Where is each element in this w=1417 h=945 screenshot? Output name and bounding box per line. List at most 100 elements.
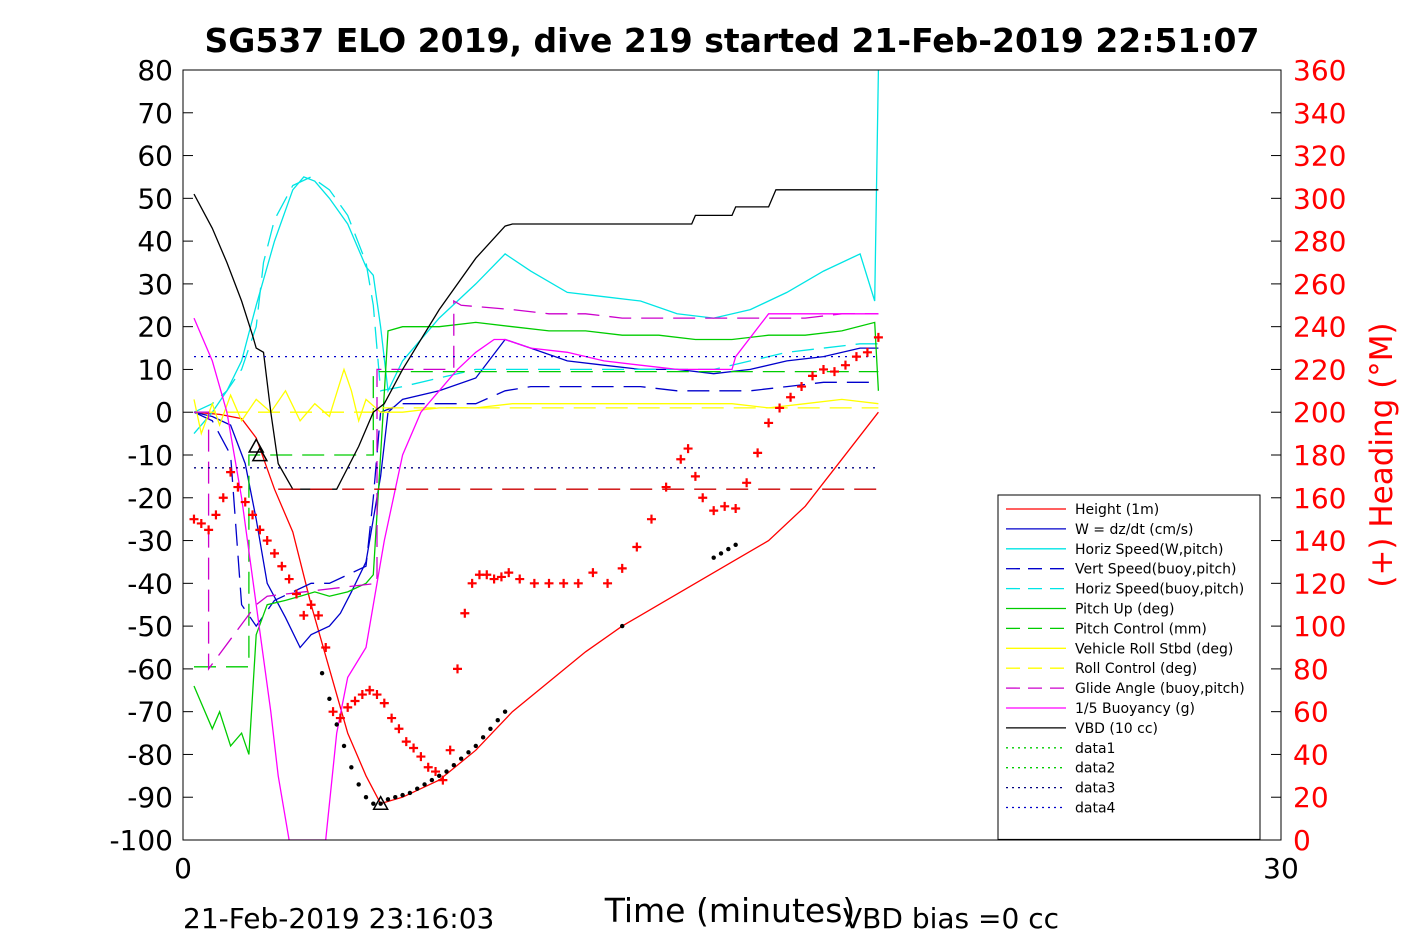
heading-point <box>453 664 462 674</box>
legend-label: Vehicle Roll Stbd (deg) <box>1075 641 1233 657</box>
depth-dot <box>356 782 361 787</box>
heading-point <box>211 510 221 520</box>
series-layer <box>189 70 883 840</box>
legend-box <box>997 494 1261 840</box>
depth-dot <box>444 769 449 774</box>
apogee-marker <box>251 446 269 462</box>
series-line-11 <box>193 189 879 490</box>
heading-point <box>357 690 367 700</box>
heading-point <box>544 578 554 588</box>
heading-point <box>862 347 872 357</box>
heading-point <box>683 444 693 454</box>
legend-label: data4 <box>1075 801 1116 817</box>
heading-point <box>573 578 583 588</box>
depth-dot <box>718 551 724 556</box>
y2-tick-label: 40 <box>1293 738 1329 771</box>
heading-point <box>438 775 448 785</box>
depth-dot <box>415 786 420 791</box>
y-tick-label: -80 <box>127 738 173 771</box>
heading-point <box>372 690 382 700</box>
depth-dot <box>341 743 347 749</box>
y2-tick-label: 240 <box>1293 311 1346 344</box>
legend-label: data1 <box>1075 741 1115 757</box>
y-tick-label: -40 <box>127 567 173 600</box>
heading-point <box>335 713 345 723</box>
legend: Height (1m) W = dz/dt (cm/s) Horiz Speed(W… <box>997 494 1261 840</box>
y2-tick-label: 100 <box>1293 610 1346 643</box>
depth-dot <box>349 765 354 770</box>
series-line-0 <box>193 411 879 805</box>
depth-dot <box>726 546 731 552</box>
heading-point <box>808 371 818 381</box>
heading-point <box>189 514 199 524</box>
y2-tick-label: 180 <box>1293 439 1346 472</box>
series-line-9 <box>194 299 879 671</box>
heading-point <box>196 518 206 528</box>
legend-label: data2 <box>1075 761 1115 777</box>
y-tick-label: 30 <box>137 268 173 301</box>
series-line-7 <box>193 367 879 436</box>
y-tick-label: 80 <box>137 54 173 87</box>
y-tick-label: -20 <box>127 482 173 515</box>
y-tick-label: -70 <box>127 696 173 729</box>
depth-dot <box>480 735 486 740</box>
legend-label: Glide Angle (buoy,pitch) <box>1075 681 1245 697</box>
heading-point <box>482 570 492 580</box>
heading-point <box>365 685 375 695</box>
heading-point <box>753 448 763 458</box>
depth-dot <box>733 542 738 548</box>
depth-dot <box>422 782 427 787</box>
heading-point <box>829 367 839 377</box>
y-tick-label: 60 <box>137 140 173 173</box>
y2-tick-label: 360 <box>1293 54 1346 87</box>
y2-tick-label: 340 <box>1293 97 1346 130</box>
y-tick-label: -100 <box>109 824 173 857</box>
depth-dot <box>429 777 435 783</box>
x-axis-label: Time (minutes) <box>604 891 856 930</box>
axes-layer: -100-90-80-70-60-50-40-30-20-10010203040… <box>109 54 1346 885</box>
heading-point <box>379 698 389 708</box>
x-tick-label: 30 <box>1263 852 1299 885</box>
heading-point <box>248 510 258 520</box>
series-line-4 <box>193 176 879 413</box>
depth-dot <box>385 797 391 802</box>
heading-point <box>489 574 499 584</box>
depth-dot <box>473 743 478 749</box>
heading-point <box>240 497 250 507</box>
y-tick-label: -10 <box>127 439 173 472</box>
legend-label: Vert Speed(buoy,pitch) <box>1075 562 1237 578</box>
y-tick-label: 20 <box>137 311 173 344</box>
y2-tick-label: 200 <box>1293 396 1346 429</box>
y2-tick-label: 0 <box>1293 824 1311 857</box>
heading-point <box>496 572 506 582</box>
heading-point <box>467 578 477 588</box>
y-tick-label: -60 <box>127 653 173 686</box>
heading-point <box>764 418 774 428</box>
series-line-2 <box>193 70 880 435</box>
y2-tick-label: 280 <box>1293 225 1346 258</box>
series-line-10 <box>193 313 879 840</box>
legend-label: Pitch Up (deg) <box>1075 602 1174 618</box>
y-tick-label: 0 <box>155 396 173 429</box>
depth-dot <box>711 555 716 560</box>
depth-dot <box>451 762 457 768</box>
depth-dot <box>502 709 508 714</box>
heading-point <box>262 536 272 546</box>
depth-dot <box>400 792 405 798</box>
heading-point <box>431 767 441 777</box>
heading-point <box>504 568 514 578</box>
x-tick-label: 0 <box>174 852 192 885</box>
heading-point <box>409 743 419 753</box>
heading-point <box>786 392 796 402</box>
series-line-1 <box>193 338 879 649</box>
legend-label: Horiz Speed(W,pitch) <box>1075 542 1223 558</box>
heading-point <box>277 561 287 571</box>
depth-dot <box>495 718 500 723</box>
heading-point <box>873 332 883 342</box>
depth-dot <box>334 722 339 727</box>
heading-point <box>291 589 301 599</box>
apogee-marker <box>247 437 265 453</box>
heading-point <box>313 610 323 620</box>
heading-point <box>797 382 807 392</box>
heading-point <box>617 563 627 573</box>
